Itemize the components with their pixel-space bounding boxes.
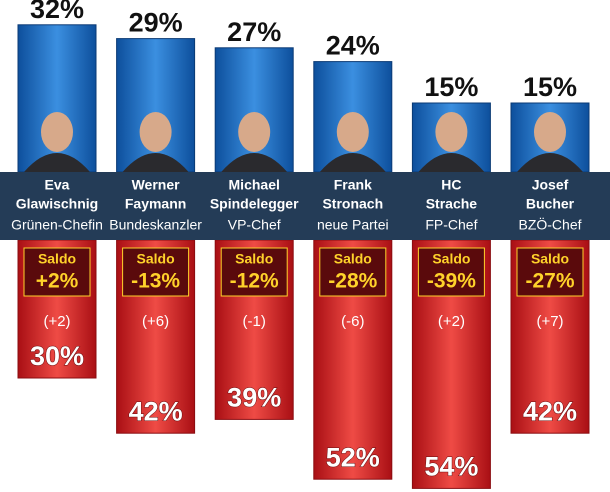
saldo-title: Saldo xyxy=(531,251,569,267)
saldo-box xyxy=(220,247,288,297)
negative-value-label: 42% xyxy=(129,396,183,426)
portrait-head xyxy=(41,112,73,152)
role: Bundeskanzler xyxy=(109,217,202,233)
portrait-shoulders xyxy=(122,153,189,172)
portrait-head xyxy=(238,112,271,152)
saldo-value: -13% xyxy=(131,270,180,293)
first-name: HC xyxy=(441,177,461,193)
saldo-box xyxy=(122,247,190,297)
role: BZÖ-Chef xyxy=(518,216,581,233)
positive-value-label: 27% xyxy=(227,17,281,47)
saldo-value: -28% xyxy=(328,270,377,293)
positive-value-label: 15% xyxy=(523,72,577,102)
negative-value-label: 54% xyxy=(424,452,478,482)
saldo-title: Saldo xyxy=(334,251,372,267)
role: neue Partei xyxy=(317,217,389,233)
saldo-value: -39% xyxy=(427,270,476,293)
change-value: (-1) xyxy=(243,313,266,330)
change-value: (-6) xyxy=(341,313,364,330)
first-name: Josef xyxy=(532,177,569,193)
portrait-head xyxy=(534,112,566,152)
name-band xyxy=(0,172,610,240)
negative-value-label: 52% xyxy=(326,442,380,472)
change-value: (+2) xyxy=(438,313,465,330)
last-name: Glawischnig xyxy=(16,196,98,212)
saldo-box xyxy=(516,247,584,297)
negative-value-label: 39% xyxy=(227,383,281,413)
saldo-box xyxy=(23,247,91,297)
role: VP-Chef xyxy=(228,217,281,233)
last-name: Stronach xyxy=(322,196,383,212)
saldo-value: -12% xyxy=(230,270,279,293)
saldo-box xyxy=(417,247,485,297)
saldo-title: Saldo xyxy=(432,251,470,267)
saldo-box xyxy=(319,247,387,297)
last-name: Faymann xyxy=(125,196,186,212)
positive-value-label: 32% xyxy=(30,0,84,24)
last-name: Strache xyxy=(426,196,478,212)
positive-value-label: 24% xyxy=(326,31,380,61)
saldo-value: +2% xyxy=(36,270,79,293)
last-name: Bucher xyxy=(526,196,575,212)
portrait-shoulders xyxy=(24,153,90,172)
negative-value-label: 30% xyxy=(30,341,84,371)
role: Grünen-Chefin xyxy=(11,217,103,233)
role: FP-Chef xyxy=(425,217,477,233)
first-name: Frank xyxy=(334,177,372,193)
change-value: (+7) xyxy=(536,313,563,330)
saldo-title: Saldo xyxy=(235,251,273,267)
portrait-shoulders xyxy=(517,153,583,172)
portrait-shoulders xyxy=(319,153,386,172)
first-name: Werner xyxy=(132,177,181,193)
negative-value-label: 42% xyxy=(523,396,577,426)
saldo-value: -27% xyxy=(525,270,574,293)
portrait-head xyxy=(336,112,369,152)
positive-value-label: 29% xyxy=(129,8,183,38)
first-name: Michael xyxy=(229,177,280,193)
change-value: (+2) xyxy=(43,313,70,330)
first-name: Eva xyxy=(45,177,70,193)
saldo-title: Saldo xyxy=(137,251,175,267)
labels: 32% Saldo +2% (+2) 30% Eva Glawischnig Grünen-C… xyxy=(11,0,584,482)
positive-value-label: 15% xyxy=(424,72,478,102)
portrait-shoulders xyxy=(418,153,485,172)
portrait-head xyxy=(139,112,172,152)
change-value: (+6) xyxy=(142,313,169,330)
portrait-head xyxy=(435,112,468,152)
last-name: Spindelegger xyxy=(210,196,299,212)
bars xyxy=(17,24,590,489)
saldo-title: Saldo xyxy=(38,251,76,267)
portrait-shoulders xyxy=(221,153,288,172)
